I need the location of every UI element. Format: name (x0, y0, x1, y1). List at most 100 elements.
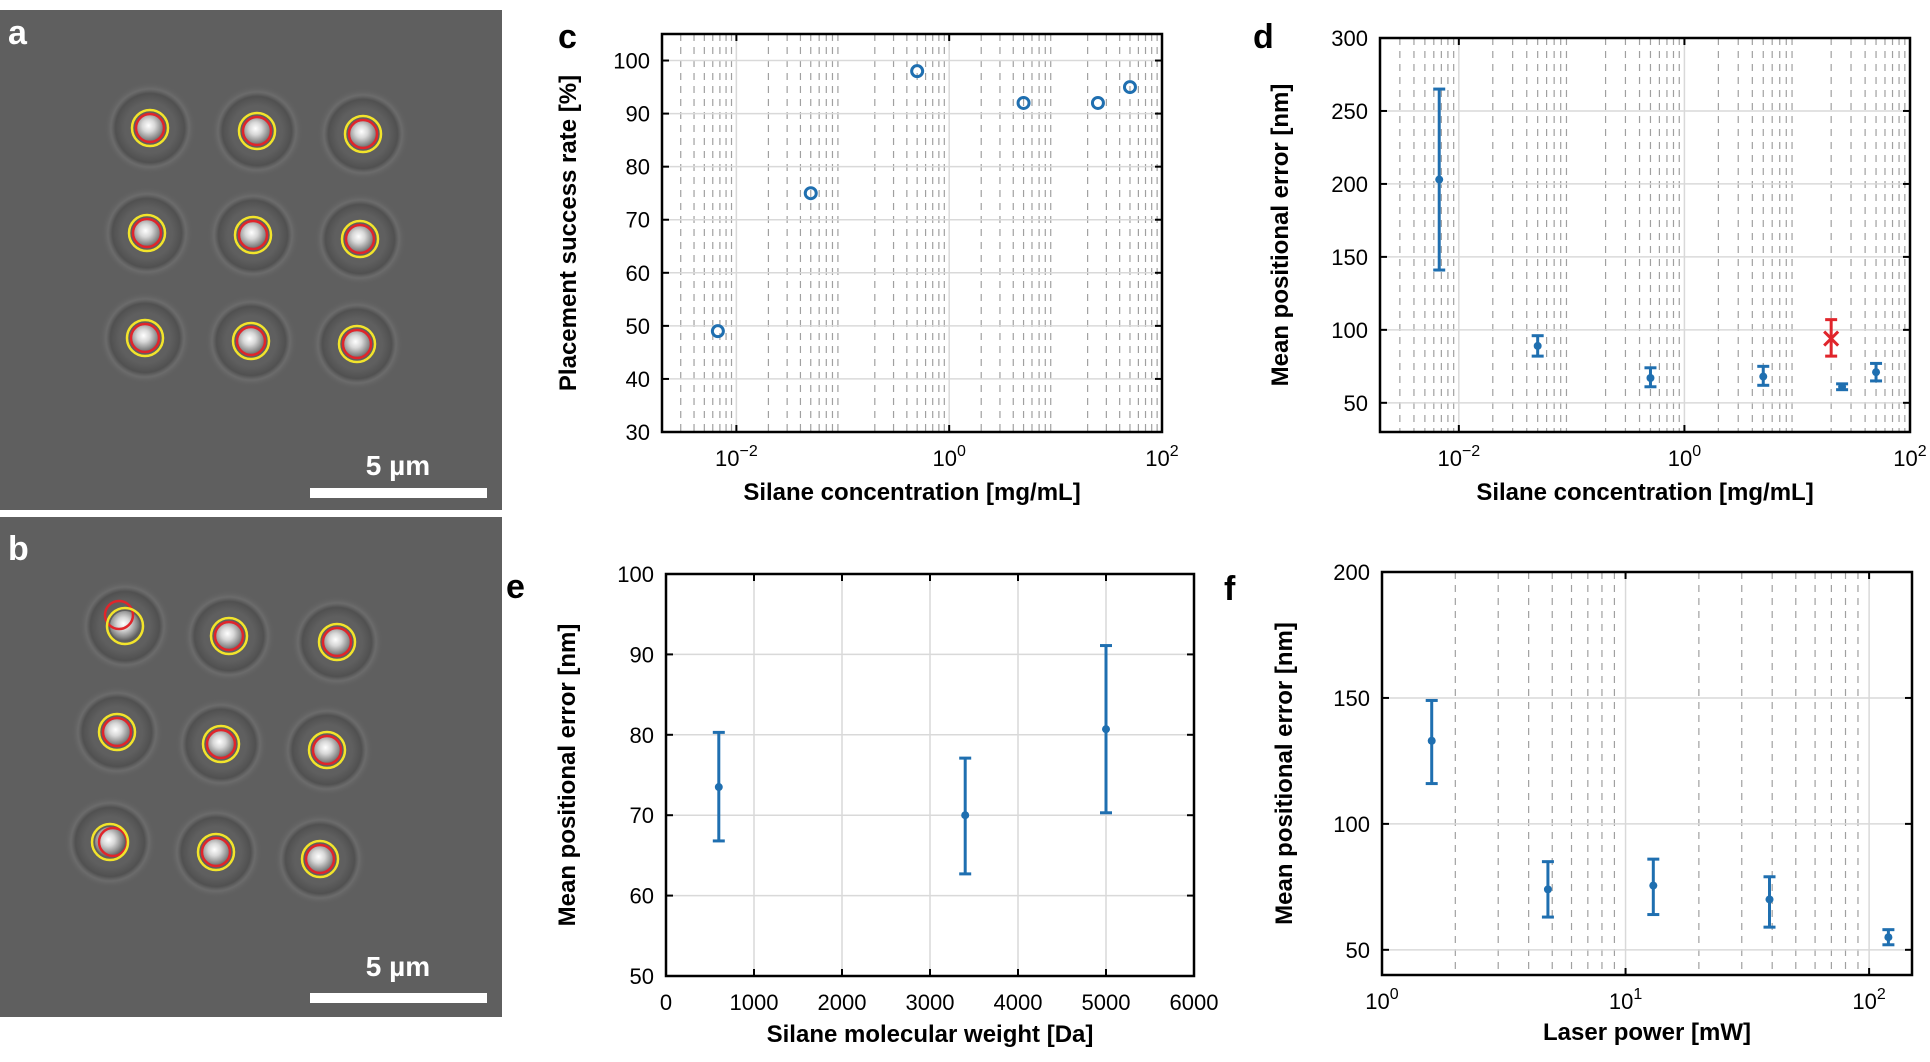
detected-circle (90, 822, 130, 862)
detected-circle (317, 622, 357, 662)
particle-bead (206, 729, 236, 759)
particle-bead (345, 224, 375, 254)
particle (291, 596, 383, 688)
particles-a (99, 82, 409, 390)
particle-bead (312, 735, 342, 765)
particle-bead (135, 113, 165, 143)
particle (207, 189, 299, 281)
detected-circle (300, 839, 340, 879)
panel-letter-d: d (1253, 18, 1274, 56)
particle (104, 82, 196, 174)
detected-circle (337, 324, 377, 364)
x-tick-label: 102 (1852, 986, 1885, 1014)
detected-circle (209, 616, 249, 656)
particle (211, 85, 303, 177)
particle (64, 796, 156, 888)
y-tick-label: 80 (630, 723, 654, 748)
data-point (714, 783, 723, 792)
target-circle (344, 223, 376, 255)
detected-circle (125, 318, 165, 358)
target-circle (205, 728, 237, 760)
target-circle (235, 325, 267, 357)
micrograph-b: b 5 µm (0, 517, 502, 1017)
target-circle (101, 716, 133, 748)
panel-letter-e: e (506, 568, 525, 606)
target-circle (347, 118, 379, 150)
y-axis-label: Mean positional error [nm] (1267, 84, 1294, 387)
axes-frame (660, 32, 1164, 434)
y-tick-label: 90 (626, 102, 650, 127)
target-circle (103, 599, 135, 631)
target-circle (129, 322, 161, 354)
particle (317, 88, 409, 180)
target-circle (341, 328, 373, 360)
y-tick-label: 100 (1333, 812, 1370, 837)
particle-bead (242, 116, 272, 146)
x-tick-base: 10 (1668, 446, 1692, 471)
data-point (1090, 95, 1105, 110)
data-point (710, 324, 725, 339)
particle (205, 295, 297, 387)
y-tick-label: 200 (1331, 172, 1368, 197)
target-circle (134, 112, 166, 144)
data-point (1122, 80, 1137, 95)
y-tick-label: 150 (1333, 686, 1370, 711)
x-tick-exponent: 2 (1170, 443, 1179, 460)
detected-circle (307, 730, 347, 770)
particle (71, 686, 163, 778)
target-circle (304, 843, 336, 875)
y-tick-label: 30 (626, 420, 650, 445)
scalebar-b (310, 993, 487, 1003)
y-tick-label: 60 (630, 884, 654, 909)
data-point (910, 64, 925, 79)
particle-bead (236, 326, 266, 356)
y-tick-label: 40 (626, 367, 650, 392)
particle (170, 806, 262, 898)
detected-circle (201, 724, 241, 764)
data-point (1016, 95, 1031, 110)
y-tick-label: 70 (626, 208, 650, 233)
particles-b (64, 580, 383, 905)
particle-bead (132, 218, 162, 248)
data-point (1765, 895, 1774, 904)
data-point (1533, 341, 1542, 350)
y-tick-label: 70 (630, 803, 654, 828)
particle (101, 187, 193, 279)
data-point (1102, 725, 1110, 734)
x-tick-base: 10 (932, 446, 956, 471)
scalebar-label-b: 5 µm (366, 951, 430, 982)
particle-bead (305, 844, 335, 874)
panel-letter-b: b (8, 530, 29, 568)
y-tick-label: 50 (1344, 391, 1368, 416)
x-tick-exponent: 1 (1633, 986, 1642, 1003)
target-circle (131, 217, 163, 249)
outlier-point (1823, 318, 1840, 358)
target-circle (200, 836, 232, 868)
x-tick-exponent: 2 (1918, 443, 1927, 460)
target-circle (241, 115, 273, 147)
data-point (1543, 885, 1552, 894)
detected-circle (130, 108, 170, 148)
particle (281, 704, 373, 796)
particle-bead (201, 837, 231, 867)
data-point (1435, 175, 1444, 184)
x-tick-base: 10 (1437, 446, 1461, 471)
x-tick-exponent: 0 (957, 443, 966, 460)
chart-e: 0 1000 2000 3000 4000 5000 6000 50 60 70 80 90 100 Si… (506, 562, 1218, 1048)
x-tick-label: 102 (1893, 443, 1926, 471)
y-axis-label: Placement success rate [%] (555, 75, 582, 391)
particle-bead (130, 323, 160, 353)
detected-circle (231, 321, 271, 361)
target-circle (237, 219, 269, 251)
x-tick-label: 1000 (730, 990, 779, 1015)
data-point (1872, 368, 1881, 377)
target-circle (321, 626, 353, 658)
y-tick-label: 90 (630, 642, 654, 667)
x-tick-label: 100 (1365, 986, 1398, 1014)
data-point (803, 186, 818, 201)
x-tick-base: 10 (1893, 446, 1917, 471)
x-tick-base: 10 (1145, 446, 1169, 471)
